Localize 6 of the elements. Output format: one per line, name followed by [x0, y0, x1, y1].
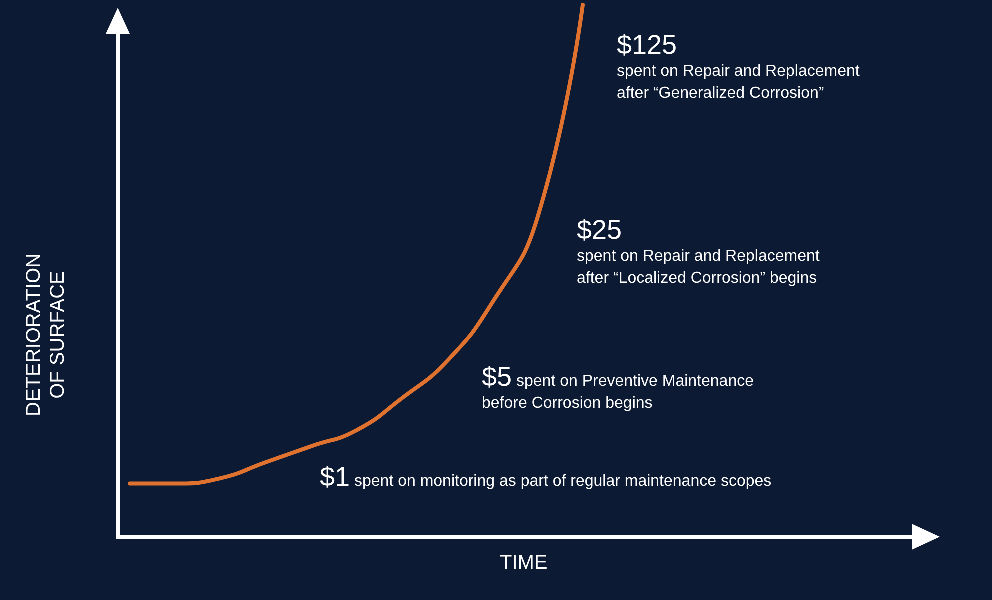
annotation: $5 spent on Preventive Maintenance before Corrosion begins — [482, 362, 754, 414]
text: $125 spent on Repair and Replacement after “Generalized Corrosion” — [617, 30, 860, 104]
annotation: $1 spent on monitoring as part of regular maintenance scopes — [320, 462, 772, 493]
y-axis-title: DETERIORATION OF SURFACE — [23, 254, 69, 416]
x-axis-title: TIME — [500, 552, 548, 574]
annotation: $25 spent on Repair and Replacement after “Localized Corrosion” begins — [577, 215, 820, 289]
